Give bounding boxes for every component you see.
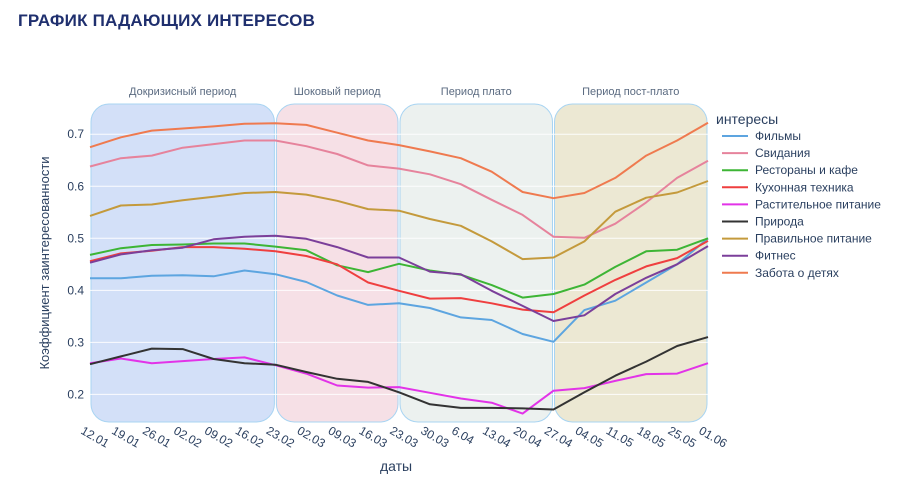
x-tick-label: 27.04 <box>542 423 575 450</box>
x-tick-label: 20.04 <box>511 423 544 450</box>
legend-item[interactable]: Растительное питание <box>722 197 881 211</box>
legend-item[interactable]: Свидания <box>722 146 810 160</box>
y-tick-label: 0.7 <box>67 127 84 141</box>
period-region-1 <box>90 103 275 423</box>
x-tick-label: 25.05 <box>666 423 699 450</box>
legend-label: Фильмы <box>755 129 801 143</box>
period-region-2 <box>275 103 399 423</box>
x-tick-label: 12.01 <box>79 423 112 450</box>
legend-item[interactable]: Правильное питание <box>722 232 872 246</box>
x-tick-label: 19.01 <box>109 423 142 450</box>
x-tick-label: 01.06 <box>697 423 730 450</box>
y-tick-label: 0.4 <box>67 283 84 297</box>
period-label: Период пост-плато <box>582 86 679 98</box>
y-tick-label: 0.3 <box>67 335 84 349</box>
legend-label: Природа <box>755 215 804 229</box>
x-tick-label: 09.03 <box>326 423 359 450</box>
legend-item[interactable]: Фильмы <box>722 129 801 143</box>
period-region-4 <box>554 103 708 423</box>
y-tick-label: 0.6 <box>67 179 84 193</box>
x-tick-label: 02.02 <box>171 423 204 450</box>
legend-label: Забота о детях <box>755 266 839 280</box>
x-tick-label: 04.05 <box>573 423 606 450</box>
legend-label: Правильное питание <box>755 232 872 246</box>
series-line-6[interactable] <box>89 336 709 411</box>
legend-label: Свидания <box>755 146 810 160</box>
series-line-8[interactable] <box>89 234 709 322</box>
x-tick-label: 16.02 <box>233 423 266 450</box>
series-line-1[interactable] <box>90 237 709 343</box>
x-tick-label: 23.03 <box>388 423 421 450</box>
x-tick-label: 11.05 <box>604 423 637 450</box>
x-tick-label: 26.01 <box>140 423 173 450</box>
legend-title: интересы <box>716 111 778 127</box>
x-tick-label: 18.05 <box>635 423 668 450</box>
legend[interactable]: интересы Фильмы Свидания Рестораны и кафе К… <box>716 111 881 280</box>
series-line-7[interactable] <box>89 180 709 261</box>
x-tick-label: 16.03 <box>357 423 390 450</box>
x-tick-label: 6.04 <box>449 423 477 447</box>
period-label: Период плато <box>441 86 512 98</box>
period-region-3 <box>399 103 553 423</box>
legend-item[interactable]: Рестораны и кафе <box>722 163 858 177</box>
legend-item[interactable]: Природа <box>722 215 804 229</box>
period-label: Докризисный период <box>129 86 237 98</box>
period-label: Шоковый период <box>294 86 381 98</box>
y-tick-label: 0.2 <box>67 387 84 401</box>
legend-item[interactable]: Кухонная техника <box>722 180 854 194</box>
legend-label: Фитнес <box>755 249 796 263</box>
legend-item[interactable]: Забота о детях <box>722 266 839 280</box>
y-axis-title: Коэффициент заинтересованности <box>37 156 52 369</box>
page-title: ГРАФИК ПАДАЮЩИХ ИНТЕРЕСОВ <box>18 11 316 30</box>
series-line-2[interactable] <box>89 139 709 239</box>
legend-label: Кухонная техника <box>755 180 854 194</box>
x-tick-label: 30.03 <box>418 423 451 450</box>
series-line-9[interactable] <box>89 121 709 200</box>
x-tick-label: 02.03 <box>295 423 328 450</box>
legend-label: Рестораны и кафе <box>755 163 858 177</box>
series-line-4[interactable] <box>89 240 709 314</box>
y-tick-label: 0.5 <box>67 231 84 245</box>
x-tick-label: 09.02 <box>202 423 235 450</box>
x-tick-label: 23.02 <box>264 423 297 450</box>
series-line-5[interactable] <box>89 356 709 415</box>
x-axis-title: даты <box>380 458 412 474</box>
x-tick-label: 13.04 <box>480 423 513 450</box>
legend-label: Растительное питание <box>755 197 881 211</box>
legend-item[interactable]: Фитнес <box>722 249 796 263</box>
